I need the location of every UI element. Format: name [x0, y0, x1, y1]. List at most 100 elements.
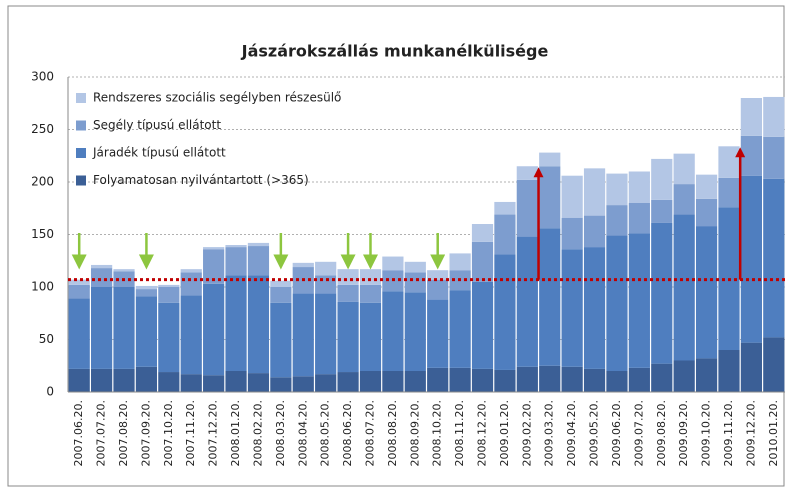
x-tick-label: 2009.11.20.	[722, 400, 735, 466]
bar-segment	[583, 368, 606, 392]
x-tick-label: 2007.12.20.	[207, 400, 220, 466]
bar-segment	[539, 166, 561, 229]
bar-segment	[516, 179, 538, 237]
bar-segment	[180, 295, 202, 375]
bar-segment	[315, 261, 337, 276]
bar-segment	[158, 284, 180, 287]
x-tick-label: 2007.10.20.	[162, 400, 175, 466]
y-tick-label: 200	[31, 175, 54, 189]
bar-segment	[673, 360, 695, 392]
bar-segment	[606, 235, 628, 371]
x-tick-label: 2008.11.20.	[453, 400, 466, 466]
x-tick-label: 2008.09.20.	[408, 400, 421, 466]
bar-segment	[651, 222, 673, 364]
bar-segment	[606, 173, 628, 206]
x-tick-label: 2009.03.20.	[543, 400, 556, 466]
bar-segment	[382, 256, 404, 271]
bar-segment	[135, 296, 158, 367]
legend-swatch	[76, 175, 86, 186]
bar-segment	[404, 371, 426, 392]
legend-swatch	[76, 120, 86, 131]
bar-segment	[494, 214, 516, 255]
bar-segment	[359, 284, 382, 303]
bar-segment	[449, 367, 471, 392]
x-tick-label: 2009.02.20.	[520, 400, 533, 466]
bar-segment	[225, 247, 247, 276]
bar-segment	[516, 236, 538, 367]
chart-title: Jászárokszállás munkanélkülisége	[241, 42, 549, 61]
bar-segment	[135, 285, 158, 290]
bar-segment	[180, 272, 202, 296]
bar-segment	[91, 268, 113, 287]
x-tick-label: 2008.05.20.	[319, 400, 332, 466]
y-tick-label: 100	[31, 280, 54, 294]
bar-segment	[651, 363, 673, 392]
bar-segment	[225, 245, 247, 248]
bar-segment	[628, 171, 650, 203]
x-tick-label: 2009.04.20.	[565, 400, 578, 466]
bar-segment	[427, 270, 449, 280]
bar-segment	[740, 175, 762, 343]
bar-segment	[695, 174, 718, 199]
bar-segment	[203, 249, 225, 284]
bar-segment	[539, 365, 561, 392]
bar-segment	[203, 375, 225, 392]
bar-segment	[135, 289, 158, 297]
bar-segment	[180, 374, 202, 392]
bar-segment	[718, 177, 740, 208]
bar-segment	[180, 269, 202, 273]
x-tick-label: 2008.10.20.	[431, 400, 444, 466]
bar-segment	[427, 367, 449, 392]
bar-segment	[247, 373, 270, 392]
bar-segment	[91, 368, 113, 392]
bar-segment	[516, 366, 538, 392]
bar-segment	[337, 301, 359, 373]
bar-segment	[113, 368, 135, 392]
bar-segment	[359, 302, 382, 371]
bar-segment	[270, 302, 292, 378]
bar-segment	[583, 168, 606, 216]
bar-segment	[404, 261, 426, 273]
y-tick-label: 150	[31, 227, 54, 241]
bar-segment	[449, 253, 471, 271]
bar-segment	[270, 280, 292, 287]
x-tick-label: 2008.12.20.	[476, 400, 489, 466]
bar-segment	[606, 205, 628, 236]
x-tick-label: 2010.01.20.	[767, 400, 780, 466]
bar-segment	[113, 269, 135, 272]
bar-segment	[91, 264, 113, 269]
x-tick-label: 2008.07.20.	[363, 400, 376, 466]
bar-segment	[359, 371, 382, 392]
bar-segment	[561, 249, 583, 367]
bar-segment	[471, 241, 494, 282]
bar-segment	[763, 337, 785, 392]
bar-segment	[471, 281, 494, 369]
bar-segment	[583, 247, 606, 369]
bar-segment	[561, 366, 583, 392]
bar-segment	[695, 198, 718, 227]
bar-segment	[292, 293, 314, 377]
bar-segment	[763, 178, 785, 338]
x-tick-label: 2007.11.20.	[184, 400, 197, 466]
legend-swatch	[76, 148, 86, 158]
x-tick-label: 2007.09.20.	[139, 400, 152, 466]
bar-segment	[740, 98, 762, 136]
bar-segment	[427, 299, 449, 368]
x-tick-label: 2008.08.20.	[386, 400, 399, 466]
bar-segment	[404, 292, 426, 371]
x-tick-label: 2009.12.20.	[744, 400, 757, 466]
x-tick-label: 2009.05.20.	[588, 400, 601, 466]
legend-label: Rendszeres szociális segélyben részesülő	[93, 91, 341, 105]
bar-segment	[449, 290, 471, 368]
y-tick-label: 0	[46, 385, 54, 399]
x-tick-label: 2009.10.20.	[700, 400, 713, 466]
bar-segment	[404, 272, 426, 293]
bar-segment	[68, 279, 90, 285]
bar-segment	[247, 242, 270, 247]
bar-segment	[740, 135, 762, 176]
bar-segment	[247, 246, 270, 276]
bar-segment	[315, 293, 337, 375]
bar-segment	[695, 358, 718, 392]
bar-segment	[292, 376, 314, 392]
